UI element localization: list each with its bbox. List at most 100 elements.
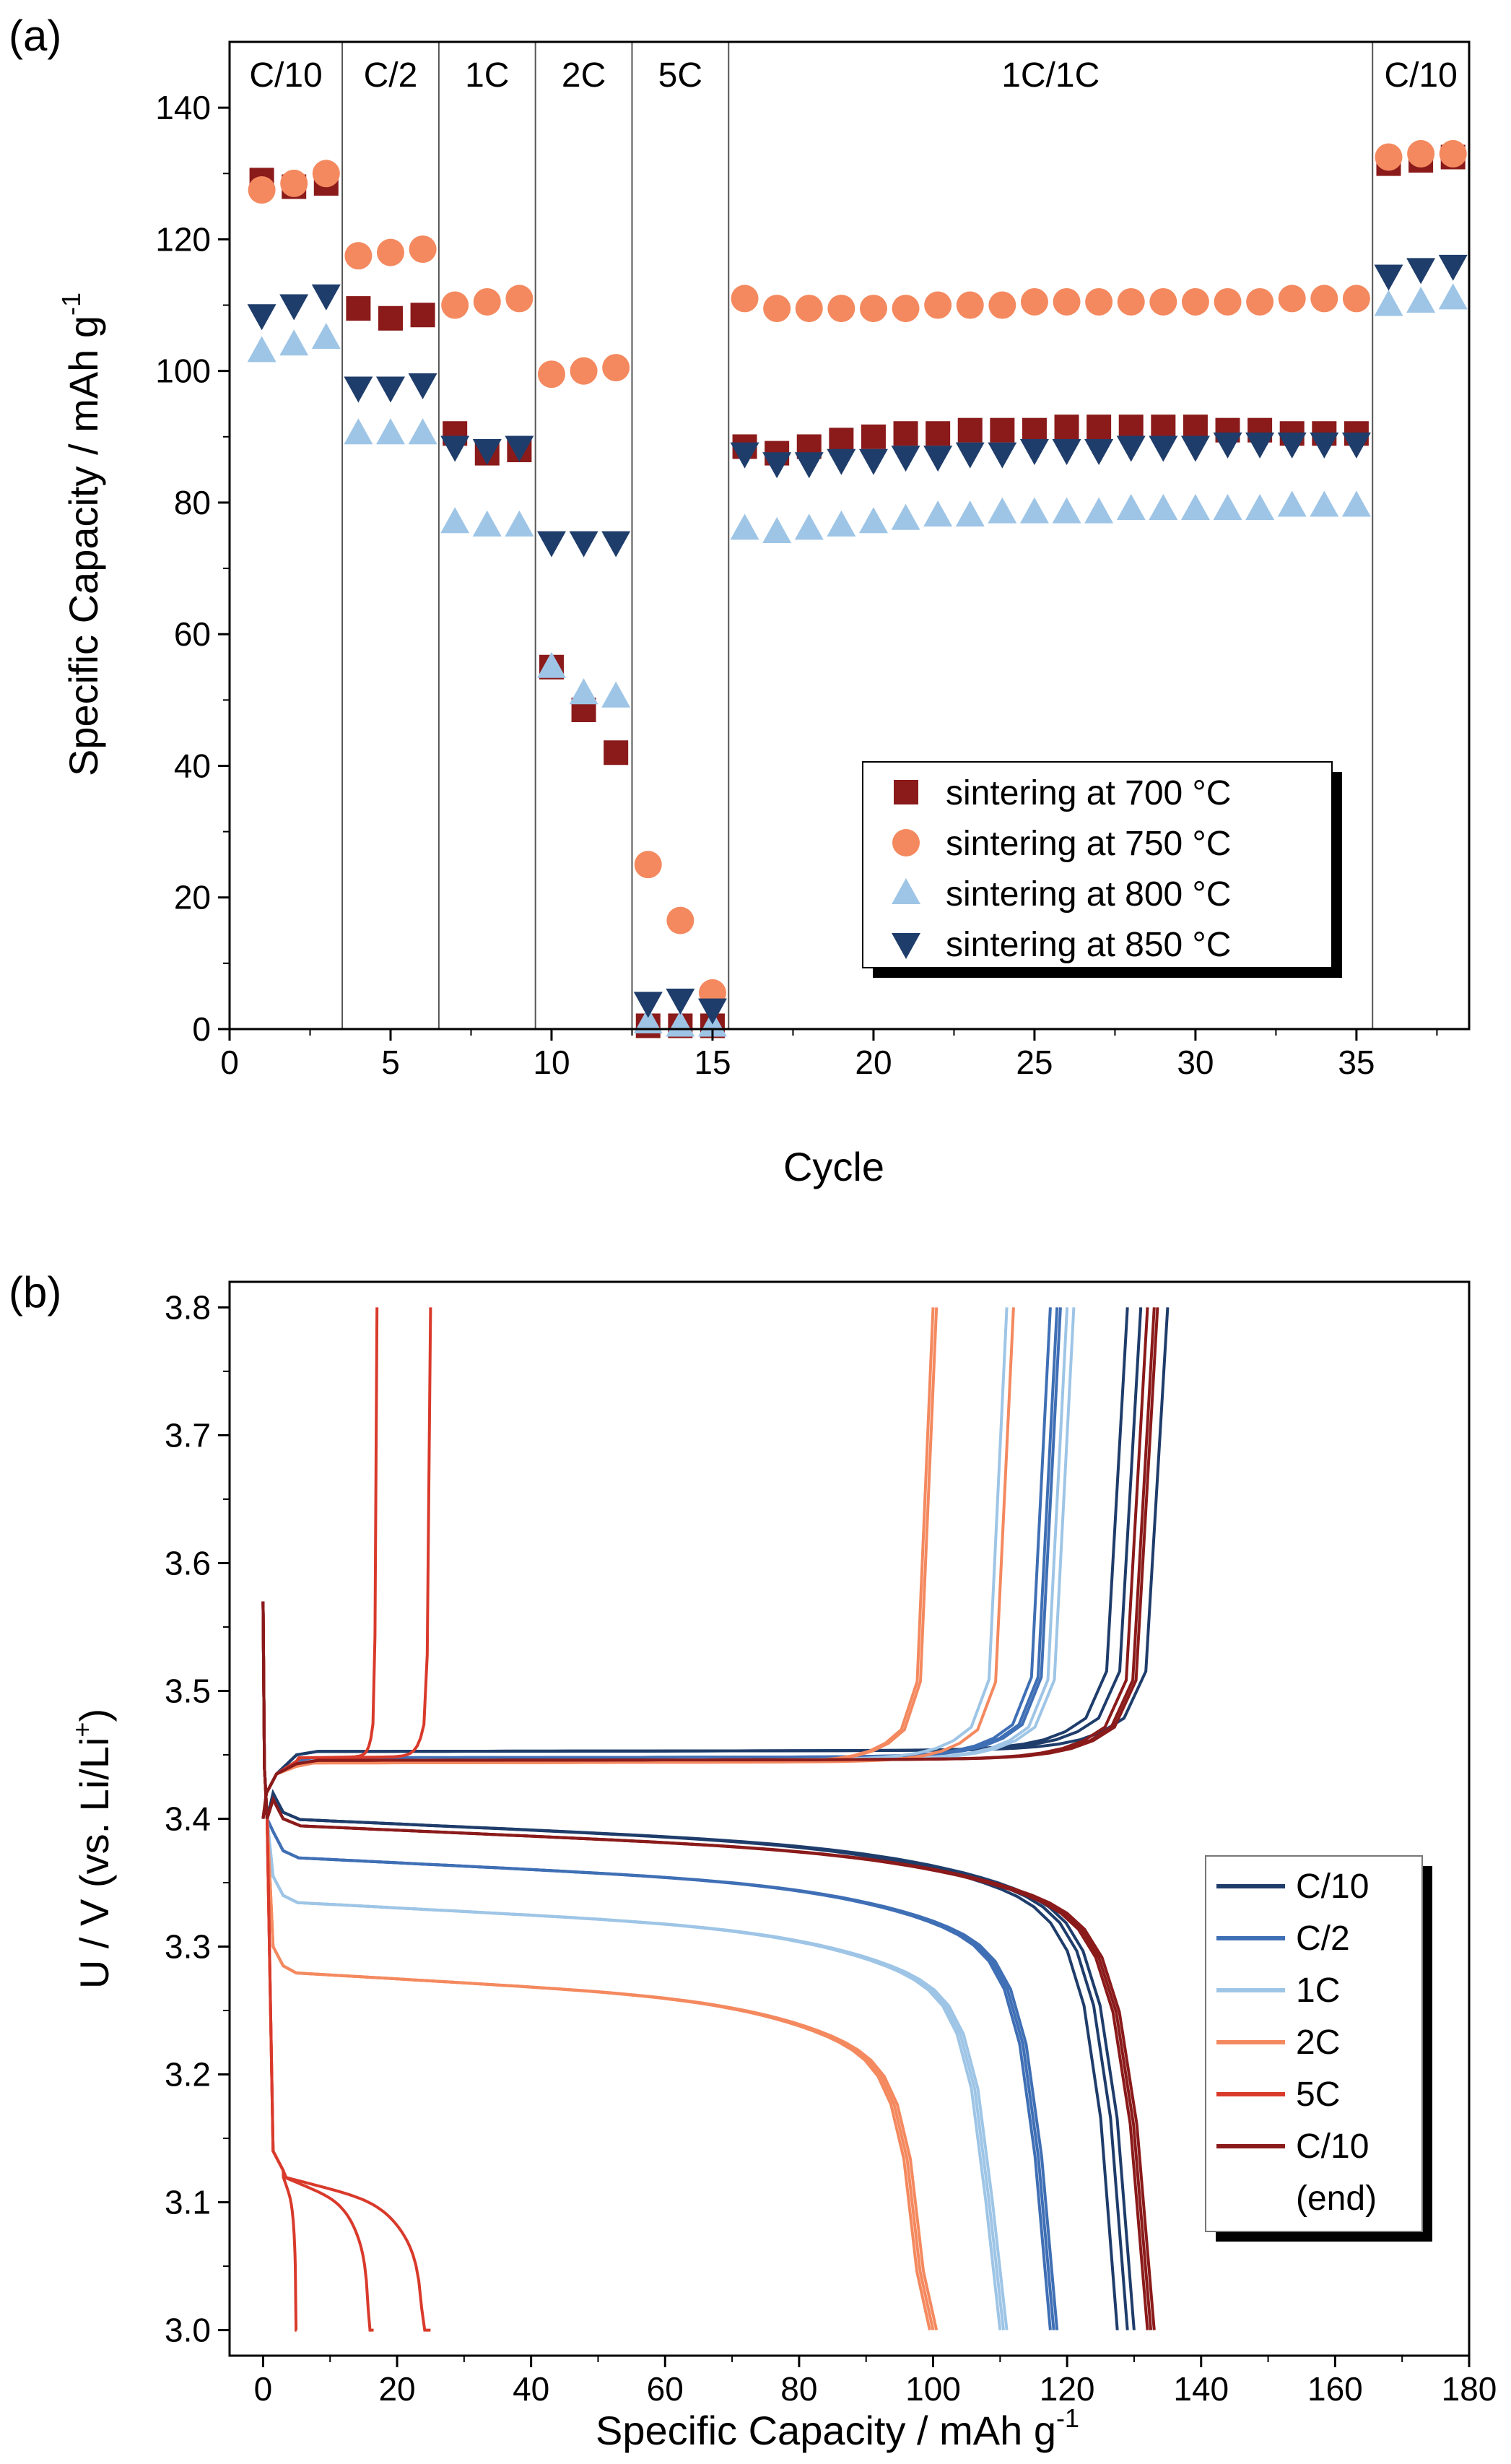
panel-a-x-ticks: 0 5 10 15 20 25 30 35 [220,1029,1438,1081]
data-point [762,516,792,543]
data-point [604,740,629,765]
discharge-curve [261,1601,1055,2330]
data-point [505,510,534,537]
data-point [1020,287,1048,316]
x-tick-label: 160 [1307,2370,1363,2408]
data-point [472,439,502,466]
data-point [730,442,759,469]
discharge-curve [261,1601,298,2332]
data-point [861,424,886,449]
legend-marker [892,933,920,959]
data-point [1438,283,1468,310]
data-point [859,295,887,323]
x-tick-label: 5 [381,1044,400,1081]
discharge-curve [261,1601,1059,2330]
data-point [1246,287,1274,316]
data-point [536,651,566,678]
discharge-curve [261,1601,1009,2330]
data-point [893,421,918,446]
data-point [344,376,373,403]
data-point [1406,258,1436,285]
data-point [827,295,855,323]
data-point [858,507,888,534]
x-tick-label: 0 [254,2370,273,2408]
data-point [1084,439,1114,466]
x-tick-label: 180 [1442,2370,1497,2408]
data-point [505,285,534,313]
discharge-curve [261,1601,431,2332]
data-point [1439,139,1467,168]
legend-entry: C/10 [1296,2127,1369,2166]
y-tick-label: 3.3 [165,1928,211,1966]
charge-curve [261,1307,379,1819]
data-point [473,287,501,316]
data-point [988,497,1017,524]
data-point [827,448,856,475]
panel-b-y-ticks: 3.0 3.1 3.2 3.3 3.4 3.5 3.6 3.7 3.8 [165,1288,230,2349]
panel-a-rate-segments: C/10 C/2 1C 2C 5C 1C/1C C/10 [249,42,1458,1029]
charge-curve [261,1307,1159,1819]
data-point [440,507,470,534]
data-point [279,294,309,321]
data-point [666,906,694,934]
data-point [1310,432,1339,459]
charge-curve [261,1307,1129,1819]
y-tick-label: 3.0 [165,2312,211,2349]
data-point [1118,415,1144,440]
data-point [505,435,534,462]
discharge-curve [261,1601,1052,2330]
data-point [990,417,1015,443]
rate-segment-label: C/2 [364,56,418,95]
y-tick-label: 3.6 [165,1544,211,1582]
data-point [1310,285,1338,313]
data-point [247,336,276,363]
discharge-curve [261,1601,1156,2330]
data-point [634,851,662,879]
data-point [1181,287,1209,316]
x-tick-label: 20 [855,1044,892,1081]
panel-a-legend: sintering at 700 °C sintering at 750 °C si… [862,761,1342,978]
x-tick-label: 25 [1016,1044,1053,1081]
charge-curve [261,1307,1170,1819]
legend-entry: 2C [1296,2023,1340,2062]
y-tick-label: 3.7 [165,1416,211,1454]
rate-segment-label: C/10 [249,56,322,95]
legend-entry: C/2 [1296,1919,1350,1958]
charge-curve [261,1307,1062,1819]
data-point [923,446,953,472]
x-tick-label: 120 [1040,2370,1095,2408]
data-point [1149,287,1177,316]
data-point [1180,494,1210,521]
charge-curve [261,1307,935,1819]
y-tick-label: 3.1 [165,2184,211,2221]
data-point [440,435,470,462]
data-point [1407,139,1435,168]
discharge-curve [261,1601,1136,2330]
data-point [1084,497,1114,524]
data-point [1341,490,1371,517]
data-point [1183,415,1208,440]
data-point [1341,432,1371,459]
data-point [794,452,824,479]
data-point [1087,415,1112,440]
data-point [536,531,566,558]
data-point [731,285,759,313]
data-point [410,303,435,328]
data-point [1213,494,1242,521]
discharge-curve [261,1601,1149,2330]
y-tick-label: 80 [174,484,211,521]
panel-a-x-axis-label: Cycle [783,1144,884,1189]
charge-curve [261,1307,1156,1819]
data-point [730,513,759,540]
data-point [569,678,598,705]
data-point [957,417,983,443]
data-point [570,357,598,385]
panel-b: (b) 0 20 40 60 80 100 120 140 160 180 3.03.13.23.… [9,1268,1497,2453]
x-tick-label: 80 [780,2370,817,2408]
x-tick-label: 10 [533,1044,570,1081]
data-point [1151,415,1176,440]
data-point [1116,494,1146,521]
rate-segment-label: 2C [562,56,606,95]
y-tick-label: 140 [155,89,211,126]
